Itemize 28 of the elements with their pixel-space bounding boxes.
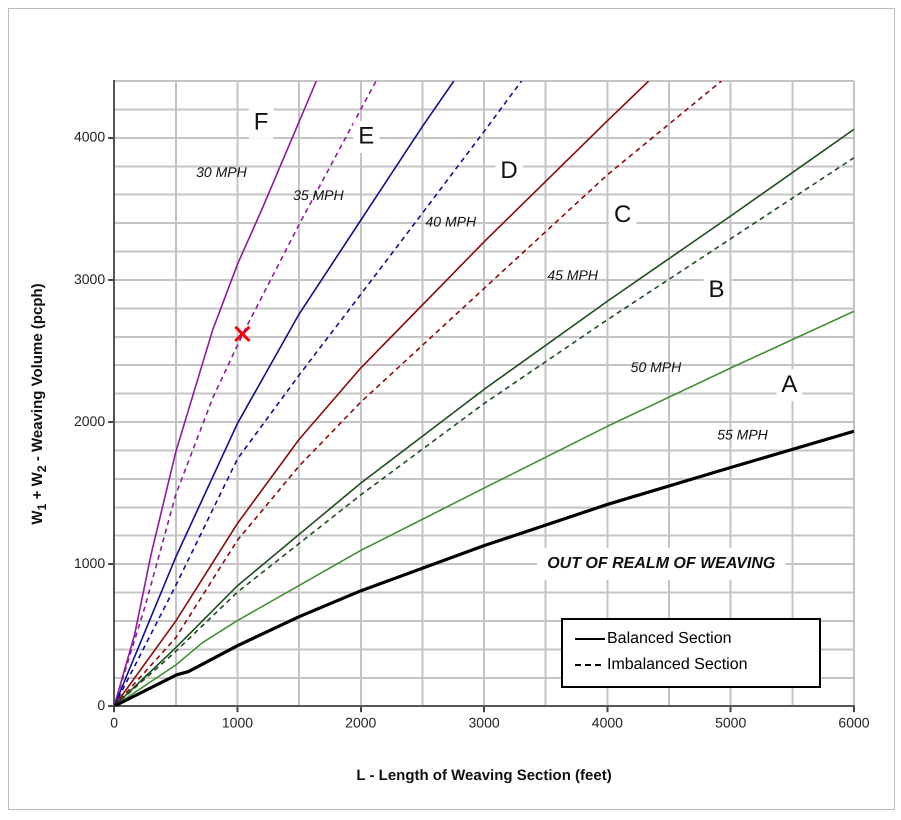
x-tick-label: 0 — [110, 714, 118, 730]
x-tick-label: 3000 — [468, 714, 500, 730]
x-tick-label: 6000 — [838, 714, 870, 730]
x-tick-label: 4000 — [592, 714, 624, 730]
x-tick-label: 1000 — [222, 714, 254, 730]
annotation: 40 MPH — [425, 214, 477, 230]
annotation: F — [254, 108, 268, 136]
annotation: A — [781, 370, 798, 398]
y-tick-label: 4000 — [74, 128, 106, 145]
annotation: 55 MPH — [717, 426, 769, 443]
y-tick-label: 1000 — [74, 554, 106, 571]
annotation: Balanced Section — [607, 630, 732, 648]
y-tick-label: 3000 — [74, 270, 106, 287]
x-tick-label: 5000 — [715, 714, 746, 730]
annotation: OUT OF REALM OF WEAVING — [547, 555, 776, 572]
x-axis-title: L - Length of Weaving Section (feet) — [356, 767, 612, 784]
y-tick-label: 2000 — [74, 412, 106, 429]
annotation: B — [708, 276, 725, 303]
annotation: 35 MPH — [293, 187, 345, 204]
annotation: E — [358, 122, 374, 150]
annotation: C — [614, 201, 632, 228]
annotation: 45 MPH — [547, 266, 599, 283]
annotation: 50 MPH — [630, 358, 682, 375]
annotation: D — [500, 156, 518, 184]
annotation: Imbalanced Section — [607, 656, 748, 674]
y-tick-label: 0 — [97, 697, 106, 714]
annotation: 30 MPH — [196, 164, 248, 180]
x-tick-label: 2000 — [345, 714, 377, 730]
